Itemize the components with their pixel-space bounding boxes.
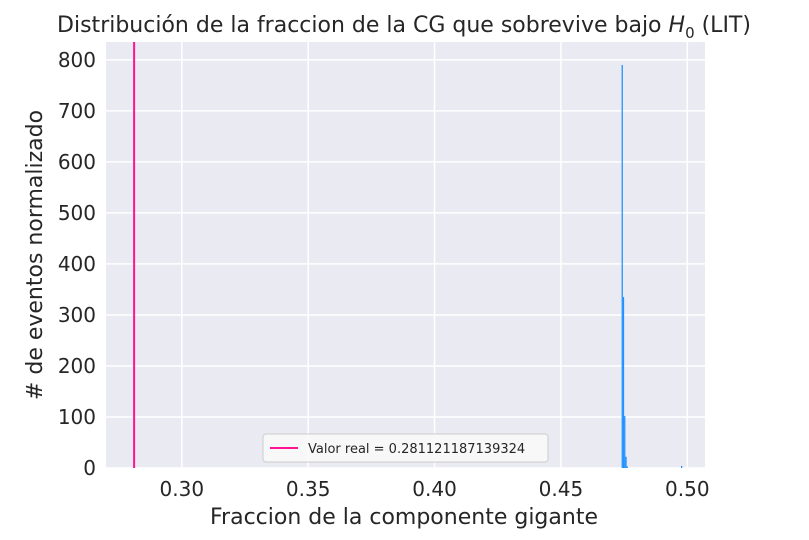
y-tick-label: 300: [58, 303, 96, 327]
y-tick-label: 700: [58, 99, 96, 123]
grid: [106, 42, 705, 469]
chart-title-suffix: (LIT): [695, 13, 751, 38]
y-axis-label: # de eventos normalizado: [23, 110, 48, 400]
plot-area: [106, 42, 705, 468]
y-tick-label: 600: [58, 150, 96, 174]
y-tick-label: 400: [58, 252, 96, 276]
x-tick-label: 0.35: [286, 477, 331, 501]
chart-title-math-sub: 0: [685, 24, 695, 42]
chart-title-text: Distribución de la fraccion de la CG que…: [57, 13, 668, 38]
y-tick-label: 200: [58, 354, 96, 378]
y-tick-label: 800: [58, 48, 96, 72]
legend-box: [262, 433, 549, 463]
x-tick-label: 0.30: [160, 477, 205, 501]
chart-title-math: H: [669, 13, 686, 38]
legend-label: Valor real = 0.281121187139324: [308, 442, 525, 457]
histogram-bar: [626, 466, 628, 468]
y-tick-label: 500: [58, 201, 96, 225]
x-axis-label: Fraccion de la componente gigante: [210, 505, 598, 530]
y-tick-label: 0: [83, 456, 96, 480]
histogram-bar: [680, 465, 683, 468]
x-axis-ticks: 0.30 0.35 0.40 0.45 0.50: [160, 477, 710, 501]
histogram-bar: [622, 297, 625, 468]
chart-title: Distribución de la fraccion de la CG que…: [57, 13, 751, 42]
histogram-bars: [621, 64, 683, 469]
x-tick-label: 0.40: [412, 477, 457, 501]
x-tick-label: 0.50: [665, 477, 710, 501]
y-tick-label: 100: [58, 405, 96, 429]
histogram-bar: [621, 64, 623, 469]
y-axis-ticks: 0 100 200 300 400 500 600 700 800: [58, 48, 96, 480]
legend: Valor real = 0.281121187139324: [262, 433, 549, 463]
histogram-bar: [624, 415, 626, 468]
x-tick-label: 0.45: [539, 477, 584, 501]
histogram-bar: [625, 456, 627, 468]
